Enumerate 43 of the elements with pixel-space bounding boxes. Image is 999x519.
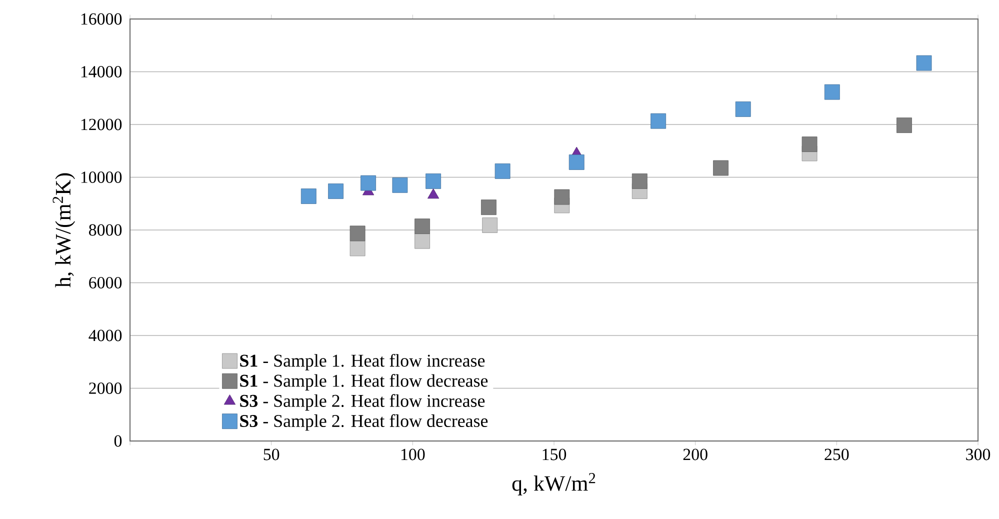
point — [328, 184, 344, 199]
point — [896, 118, 912, 133]
point — [481, 200, 496, 215]
y-tick-label: 8000 — [89, 224, 122, 236]
x-tick-label: 150 — [542, 448, 566, 460]
point — [360, 175, 376, 191]
point — [713, 160, 728, 176]
point — [916, 55, 932, 71]
y-tick-label: 0 — [114, 435, 122, 447]
y-tick-label: 12000 — [81, 118, 122, 130]
point — [824, 84, 840, 100]
legend-label: S1 - Sample 1. Heat flow decrease — [240, 374, 488, 390]
y-axis-title: h, kW/(m$^{2}$K) — [52, 173, 76, 288]
point — [650, 113, 666, 129]
point — [632, 173, 648, 189]
y-tick-label: 4000 — [88, 330, 122, 342]
point — [735, 101, 751, 117]
point — [350, 226, 366, 242]
point — [350, 240, 366, 256]
point — [300, 188, 316, 204]
point — [414, 218, 430, 234]
x-tick-label: 200 — [683, 448, 708, 460]
legend-label: S3 - Sample 2. Heat flow increase — [240, 394, 485, 411]
y-tick-label: 16000 — [81, 13, 122, 25]
point — [482, 218, 498, 233]
point — [414, 233, 430, 249]
x-axis-title: q, kW/m$^{2}$ — [512, 473, 596, 496]
point — [554, 189, 570, 205]
x-tick-label: 100 — [401, 448, 425, 460]
y-tick-label: 14000 — [81, 66, 122, 78]
x-tick-label: 50 — [264, 448, 280, 460]
legend-label: S3 - Sample 2. Heat flow decrease — [240, 414, 488, 431]
legend-label: S1 - Sample 1. Heat flow increase — [240, 354, 485, 370]
x-tick-label: 250 — [824, 448, 849, 460]
point — [802, 136, 818, 152]
y-tick-label: 10000 — [81, 172, 122, 183]
x-tick-label: 300 — [966, 448, 990, 460]
point — [426, 173, 442, 189]
point — [494, 163, 510, 179]
point — [392, 177, 408, 193]
point — [568, 154, 584, 170]
y-tick-label: 6000 — [89, 277, 122, 288]
y-tick-label: 2000 — [89, 382, 122, 394]
